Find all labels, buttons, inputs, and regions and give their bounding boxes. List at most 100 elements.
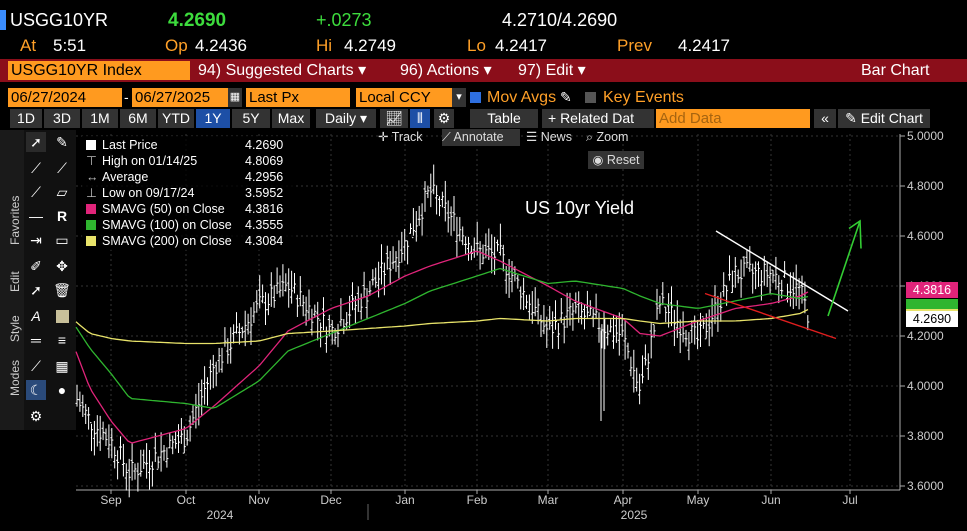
brush-icon[interactable]: ✐: [30, 257, 42, 274]
period-ytd[interactable]: YTD: [158, 109, 194, 128]
track-button[interactable]: ✛ Track: [378, 129, 440, 146]
currency-select[interactable]: Local CCY: [356, 88, 452, 107]
collapse-icon[interactable]: «: [814, 109, 836, 128]
period-1y[interactable]: 1Y: [196, 109, 230, 128]
mov-avgs-label[interactable]: Mov Avgs: [487, 89, 557, 106]
legend-value: 4.8069: [245, 154, 284, 168]
style-tab[interactable]: Style: [8, 315, 22, 342]
legend-label: Low on 09/17/24: [102, 186, 195, 200]
rectangle-icon[interactable]: ▭: [55, 231, 69, 248]
date-separator: -: [124, 89, 129, 105]
grid-mode-icon[interactable]: ▦: [55, 357, 69, 374]
end-date-input[interactable]: 06/27/2025: [132, 88, 228, 107]
period-3d[interactable]: 3D: [44, 109, 80, 128]
frequency-select[interactable]: Daily ▾: [316, 109, 376, 128]
segment-tool-icon[interactable]: ⟋: [31, 183, 41, 200]
add-data-input[interactable]: Add Data: [656, 109, 810, 128]
reset-label: Reset: [606, 153, 640, 167]
fib-tool-icon[interactable]: ⇥: [30, 231, 42, 248]
legend-value: 4.2690: [245, 138, 284, 152]
suggested-charts-menu[interactable]: 94) Suggested Charts ▾: [198, 62, 367, 79]
pencil-icon[interactable]: ✎: [560, 89, 572, 105]
x-tick-label: Jul: [842, 493, 857, 507]
gear-icon[interactable]: ⚙: [29, 407, 43, 424]
magnet-mode-icon[interactable]: ☾: [26, 380, 46, 400]
trash-icon[interactable]: 🗑︎: [53, 281, 71, 298]
text-style-icon[interactable]: A: [31, 308, 41, 324]
legend-item[interactable]: ⊤ High on 01/14/25 4.8069: [86, 154, 283, 169]
legend-swatch: ⊥: [86, 186, 97, 200]
ray-tool-icon[interactable]: ⟋: [57, 159, 67, 176]
reset-button[interactable]: ◉ Reset: [588, 151, 644, 169]
legend-item[interactable]: Last Price 4.2690: [86, 138, 283, 153]
channel-tool-icon[interactable]: ▱: [56, 183, 68, 200]
upper-trendline: [715, 230, 849, 312]
legend-label: Last Price: [102, 138, 158, 152]
horizontal-line-icon[interactable]: —: [29, 208, 43, 224]
line-chart-icon[interactable]: 📈︎: [380, 109, 408, 128]
chart-legend: Last Price 4.2690 ⊤ High on 01/14/25 4.8069…: [82, 136, 295, 250]
line-style-icon[interactable]: ═: [31, 332, 41, 348]
palette-icon[interactable]: ●: [57, 382, 67, 398]
field-select[interactable]: Last Px: [246, 88, 350, 107]
trend-annotations: [704, 219, 862, 340]
calendar-icon[interactable]: ▦: [228, 88, 242, 107]
edit-tab[interactable]: Edit: [8, 271, 22, 292]
last-price-tag: 4.2690: [906, 311, 958, 327]
edit-chart-button[interactable]: ✎ Edit Chart: [838, 109, 930, 128]
edit-chart-label: Edit Chart: [860, 110, 923, 126]
modes-tab[interactable]: Modes: [8, 359, 22, 396]
start-date-input[interactable]: 06/27/2024: [8, 88, 122, 107]
line-width-icon[interactable]: ≡: [57, 332, 67, 348]
news-icon: ☰: [526, 130, 541, 144]
period-1m[interactable]: 1M: [82, 109, 118, 128]
fill-color-icon[interactable]: [52, 306, 72, 326]
period-6m[interactable]: 6M: [120, 109, 156, 128]
legend-value: 4.2956: [245, 170, 284, 184]
period-max[interactable]: Max: [272, 109, 310, 128]
legend-label: SMAVG (200) on Close: [102, 234, 232, 248]
settings-icon[interactable]: ⚙: [434, 109, 454, 128]
pen-icon[interactable]: ✎: [56, 133, 68, 150]
low-value: 4.2417: [495, 36, 547, 55]
retracement-icon[interactable]: R: [56, 208, 68, 224]
move-icon[interactable]: ✥: [56, 257, 68, 274]
select-icon[interactable]: ➚: [30, 281, 42, 298]
edit-chart-pencil-icon: ✎: [845, 110, 861, 126]
annotate-button[interactable]: ⟋ Annotate: [442, 129, 520, 146]
news-button[interactable]: ☰ News: [526, 129, 582, 146]
legend-item[interactable]: SMAVG (100) on Close 4.3555: [86, 218, 283, 233]
legend-item[interactable]: SMAVG (50) on Close 4.3816: [86, 202, 283, 217]
x-tick-label: Oct: [177, 493, 196, 507]
edit-menu[interactable]: 97) Edit ▾: [518, 62, 586, 79]
legend-item[interactable]: ⊥ Low on 09/17/24 3.5952: [86, 186, 283, 201]
period-1d[interactable]: 1D: [10, 109, 42, 128]
line-tool-icon[interactable]: ⟋: [31, 159, 41, 176]
crosshair-mode-icon[interactable]: ⟋: [31, 357, 41, 374]
related-data-button[interactable]: + Related Dat: [542, 109, 654, 128]
x-tick-label: May: [687, 493, 710, 507]
sma50-line: [75, 250, 809, 444]
bar-chart-icon[interactable]: ⫴: [410, 109, 430, 128]
y-tick-label: 4.0000: [907, 379, 944, 393]
favorites-tab[interactable]: Favorites: [8, 195, 22, 245]
period-5y[interactable]: 5Y: [232, 109, 270, 128]
legend-label: SMAVG (100) on Close: [102, 218, 232, 232]
prev-label: Prev: [617, 36, 652, 55]
zoom-button[interactable]: ⌕ Zoom: [586, 129, 646, 146]
at-time: 5:51: [53, 36, 87, 55]
actions-menu[interactable]: 96) Actions ▾: [400, 62, 492, 79]
ticker-marker: [0, 10, 6, 30]
key-events-checkbox[interactable]: [585, 88, 599, 107]
currency-dropdown-icon[interactable]: ▾: [452, 88, 466, 107]
mov-avgs-checkbox[interactable]: [470, 88, 484, 107]
crosshair-icon: ✛: [378, 130, 392, 144]
legend-value: 4.3084: [245, 234, 284, 248]
legend-item[interactable]: ↔ Average 4.2956: [86, 170, 283, 185]
key-events-label[interactable]: Key Events: [603, 89, 684, 106]
legend-item[interactable]: SMAVG (200) on Close 4.3084: [86, 234, 283, 249]
table-button[interactable]: Table: [470, 109, 538, 128]
y-tick-label: 4.2000: [907, 329, 944, 343]
cursor-icon[interactable]: ➚: [26, 132, 46, 152]
security-field[interactable]: USGG10YR Index: [8, 61, 190, 80]
